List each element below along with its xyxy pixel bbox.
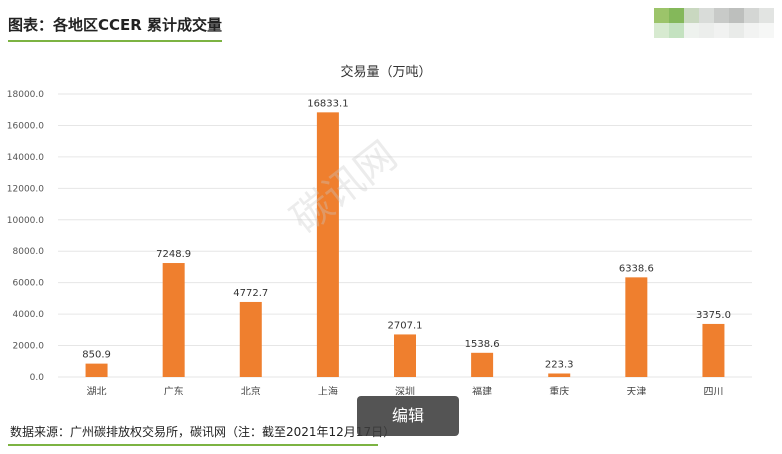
mosaic-pixel (654, 23, 669, 38)
x-tick-label: 北京 (241, 385, 261, 395)
data-label: 16833.1 (307, 98, 348, 109)
y-tick-label: 6000.0 (13, 279, 45, 289)
y-tick-label: 18000.0 (7, 90, 44, 100)
watermark: 碳讯网 (283, 133, 406, 243)
mosaic-pixel (744, 23, 759, 38)
x-tick-label: 湖北 (87, 386, 107, 395)
bar-chart: 交易量（万吨） 0.0 2000.0 4000.0 6000.0 8000.0 10000… (7, 64, 752, 395)
mosaic-pixel (729, 23, 744, 38)
bar (394, 334, 416, 377)
mosaic-pixel (669, 8, 684, 23)
x-tick-label: 重庆 (549, 385, 569, 395)
bar (85, 363, 108, 377)
data-label: 4772.7 (233, 288, 268, 299)
page-title: 图表：各地区CCER 累计成交量 (8, 16, 223, 34)
data-label: 2707.1 (388, 320, 423, 331)
mosaic-pixel (714, 8, 729, 23)
bar (162, 263, 185, 377)
y-tick-label: 2000.0 (13, 342, 45, 352)
mosaic-pixel (699, 23, 714, 38)
data-label: 7248.9 (156, 249, 191, 260)
data-label: 3375.0 (696, 310, 731, 321)
mosaic-pixel (729, 8, 744, 23)
x-tick-label: 深圳 (395, 386, 415, 395)
mosaic-pixel (714, 23, 729, 38)
title-underline (8, 40, 222, 42)
x-tick-label: 广东 (164, 385, 184, 395)
data-label: 6338.6 (619, 263, 654, 274)
y-tick-label: 0.0 (30, 373, 45, 383)
mosaic-pixel (684, 23, 699, 38)
x-tick-label: 福建 (472, 385, 492, 395)
data-label: 1538.6 (465, 339, 500, 350)
mosaic-pixel (699, 8, 714, 23)
x-tick-label: 四川 (703, 387, 723, 395)
bar (702, 323, 725, 377)
edit-button[interactable]: 编辑 (357, 396, 459, 436)
mosaic-pixel (744, 8, 759, 23)
x-tick-label: 天津 (626, 386, 646, 395)
bar (316, 112, 339, 378)
blurred-logo (654, 8, 774, 46)
y-tick-label: 4000.0 (13, 310, 45, 320)
data-source-note: 数据来源：广州碳排放权交易所，碳讯网（注：截至2021年12月17日） (10, 425, 396, 439)
y-tick-label: 10000.0 (7, 216, 44, 226)
bar (625, 277, 648, 377)
y-tick-label: 14000.0 (7, 153, 44, 163)
mosaic-pixel (684, 8, 699, 23)
data-label: 223.3 (545, 359, 574, 370)
chart-title: 交易量（万吨） (340, 64, 431, 80)
bar (548, 373, 571, 377)
bar (239, 301, 262, 377)
mosaic-pixel (654, 8, 669, 23)
bar (471, 352, 494, 377)
y-tick-label: 16000.0 (7, 121, 44, 131)
y-tick-label: 12000.0 (7, 184, 44, 194)
mosaic-pixel (669, 23, 684, 38)
data-label: 850.9 (82, 350, 111, 361)
source-underline (8, 444, 378, 446)
mosaic-pixel (759, 23, 774, 38)
mosaic-pixel (759, 8, 774, 23)
x-tick-label: 上海 (318, 385, 338, 395)
y-tick-label: 8000.0 (13, 247, 45, 257)
